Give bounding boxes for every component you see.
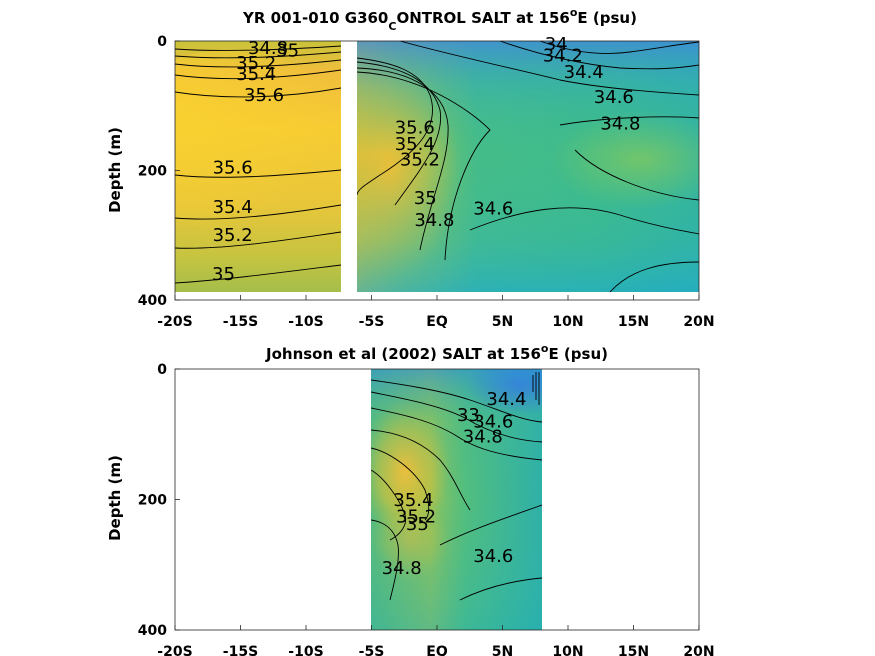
x-tick-label: -20S bbox=[157, 314, 192, 330]
contour-label: 35 bbox=[276, 41, 299, 62]
y-tick-label: 0 bbox=[157, 362, 167, 378]
contour-label: 35.2 bbox=[213, 225, 253, 246]
y-tick-label: 200 bbox=[138, 164, 167, 180]
heatmap-fill-north bbox=[357, 41, 699, 292]
x-tick-label: 20N bbox=[683, 644, 714, 656]
contour-label: 35.2 bbox=[400, 149, 440, 170]
x-tick-label: 15N bbox=[618, 644, 649, 656]
x-tick-label: -20S bbox=[157, 644, 192, 656]
x-tick-label: -15S bbox=[223, 644, 258, 656]
contour-label: 35.4 bbox=[393, 490, 433, 511]
x-tick-label: EQ bbox=[426, 314, 448, 330]
contour-label: 34.6 bbox=[473, 199, 513, 220]
x-tick-label: EQ bbox=[426, 644, 448, 656]
contour-label: 34.6 bbox=[473, 546, 513, 567]
contour-label: 34.8 bbox=[463, 427, 503, 448]
chart-panel-observed: Johnson et al (2002) SALT at 156oE (psu)… bbox=[106, 342, 715, 656]
y-tick-label: 200 bbox=[138, 493, 167, 509]
contour-label: 35.2 bbox=[236, 53, 276, 74]
y-tick-label: 400 bbox=[138, 293, 167, 309]
x-tick-label: 10N bbox=[552, 644, 583, 656]
x-tick-label: 5N bbox=[492, 644, 513, 656]
y-tick-label: 400 bbox=[138, 623, 167, 639]
contour-label: 35 bbox=[406, 514, 429, 535]
x-tick-label: -5S bbox=[359, 314, 385, 330]
x-tick-label: 20N bbox=[683, 314, 714, 330]
contour-label: 35.6 bbox=[244, 85, 284, 106]
contour-label: 35.6 bbox=[213, 158, 253, 179]
contour-label: 35.2 bbox=[396, 506, 436, 527]
no-data-band bbox=[341, 41, 357, 292]
chart-panel-model: YR 001-010 G360CONTROL SALT at 156oE (ps… bbox=[106, 6, 715, 330]
contour-label: 34.6 bbox=[594, 87, 634, 108]
y-tick-label: 0 bbox=[157, 34, 167, 50]
contour-label: 34.8 bbox=[248, 38, 288, 59]
x-tick-label: 15N bbox=[618, 314, 649, 330]
x-tick-label: 5N bbox=[492, 314, 513, 330]
y-axis-label: Depth (m) bbox=[106, 127, 124, 213]
axes: -20S -15S -10S -5S EQ 5N 10N 15N 20N 0 200 400 bbox=[138, 34, 715, 330]
contour-label: 34.8 bbox=[600, 114, 640, 135]
contour-label: 33 bbox=[457, 405, 480, 426]
x-tick-label: -10S bbox=[288, 644, 323, 656]
heatmap-fill-south bbox=[175, 41, 341, 292]
chart-title: YR 001-010 G360CONTROL SALT at 156oE (ps… bbox=[242, 6, 637, 33]
heatmap-fill bbox=[371, 369, 542, 630]
y-axis-label: Depth (m) bbox=[106, 455, 124, 541]
contour-label: 34.2 bbox=[543, 46, 583, 67]
axes: -20S -15S -10S -5S EQ 5N 10N 15N 20N 0 200 400 bbox=[138, 362, 715, 656]
contour-label: 35.6 bbox=[395, 118, 435, 139]
contour-label: 34.8 bbox=[414, 210, 454, 231]
contour-label: 35 bbox=[212, 264, 235, 285]
contour-label: 35.4 bbox=[236, 64, 276, 85]
contour-label: 34.8 bbox=[382, 558, 422, 579]
x-tick-label: -5S bbox=[359, 644, 385, 656]
contour-label: 34.4 bbox=[564, 62, 604, 83]
x-tick-label: -10S bbox=[288, 314, 323, 330]
contour-label: 34.6 bbox=[473, 412, 513, 433]
x-tick-label: 10N bbox=[552, 314, 583, 330]
contour-label: 35.4 bbox=[395, 134, 435, 155]
x-tick-label: -15S bbox=[223, 314, 258, 330]
contour-label: 34.4 bbox=[486, 389, 526, 410]
contour-labels: 34.83535.235.435.635.635.435.23535.635.4… bbox=[212, 34, 640, 285]
chart-title: Johnson et al (2002) SALT at 156oE (psu) bbox=[265, 342, 608, 363]
contour-label: 35.4 bbox=[213, 197, 253, 218]
contour-label: 34 bbox=[545, 34, 568, 55]
contour-label: 35 bbox=[414, 188, 437, 209]
